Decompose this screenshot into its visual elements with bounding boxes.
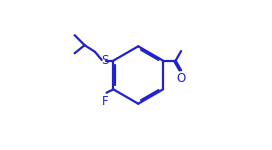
Text: S: S	[101, 54, 108, 67]
Text: O: O	[177, 72, 186, 85]
Text: F: F	[102, 95, 109, 108]
